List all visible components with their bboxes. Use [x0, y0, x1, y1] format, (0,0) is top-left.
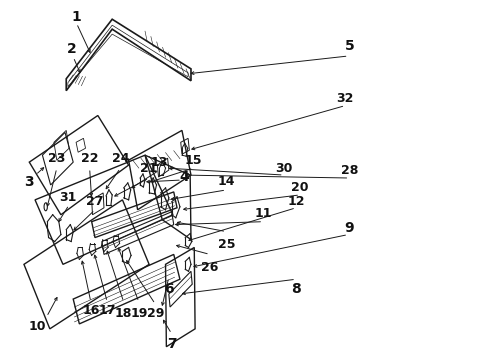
Text: 20: 20	[292, 181, 309, 194]
Text: 3: 3	[24, 175, 34, 189]
Text: 18: 18	[115, 307, 132, 320]
Text: 24: 24	[112, 152, 129, 165]
Text: 16: 16	[82, 305, 99, 318]
Text: 15: 15	[185, 154, 202, 167]
Text: 9: 9	[344, 221, 354, 235]
Text: 29: 29	[147, 307, 164, 320]
Text: 1: 1	[72, 10, 81, 24]
Text: 32: 32	[337, 92, 354, 105]
Text: 14: 14	[218, 175, 235, 189]
Text: 5: 5	[344, 39, 354, 53]
Text: 28: 28	[341, 163, 358, 176]
Text: 8: 8	[291, 282, 301, 296]
Text: 2: 2	[67, 42, 77, 56]
Text: 19: 19	[130, 307, 147, 320]
Text: 11: 11	[254, 207, 272, 220]
Text: 17: 17	[98, 305, 116, 318]
Text: 25: 25	[218, 238, 235, 251]
Text: 12: 12	[287, 195, 305, 208]
Text: 6: 6	[164, 282, 173, 296]
Text: 31: 31	[59, 192, 76, 204]
Text: 4: 4	[179, 170, 189, 184]
Text: 10: 10	[29, 320, 46, 333]
Text: 30: 30	[275, 162, 293, 175]
Text: 23: 23	[48, 152, 66, 165]
Text: 7: 7	[167, 337, 176, 351]
Text: 26: 26	[201, 261, 219, 274]
Text: 27: 27	[86, 195, 104, 208]
Text: 13: 13	[151, 156, 168, 168]
Text: 22: 22	[81, 152, 98, 165]
Text: 21: 21	[140, 162, 158, 175]
